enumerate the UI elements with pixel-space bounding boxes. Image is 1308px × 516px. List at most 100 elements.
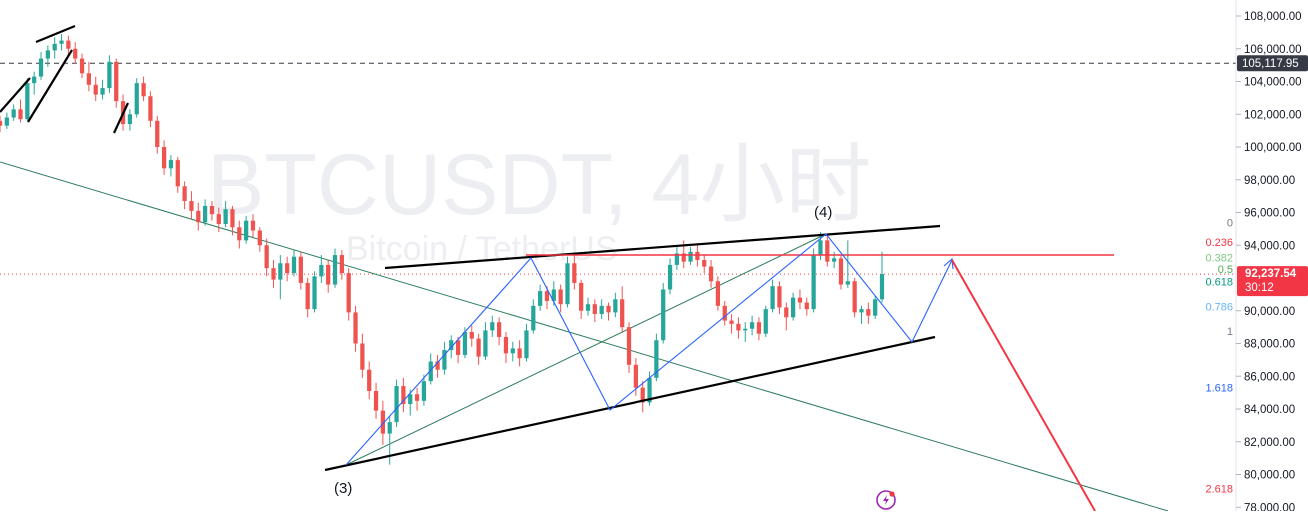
candle: [667, 258, 673, 295]
candle-body: [770, 286, 775, 310]
candle: [202, 199, 208, 226]
candle-body: [606, 305, 611, 313]
flash-icon[interactable]: [876, 490, 896, 510]
candle-body: [45, 50, 50, 59]
zigzag-pattern[interactable]: [345, 233, 953, 466]
candle-body: [449, 340, 454, 351]
wave-connector-line[interactable]: [345, 233, 827, 466]
candle: [66, 35, 71, 56]
candle-body: [216, 214, 221, 224]
candle: [476, 333, 481, 365]
early-wave-line-3[interactable]: [113, 102, 129, 134]
candle-body: [278, 263, 283, 280]
candle-body: [435, 361, 440, 370]
zigzag-arrow-head: [943, 257, 954, 270]
candle: [538, 284, 543, 311]
candle: [127, 109, 133, 131]
candle: [346, 268, 351, 321]
candle-body: [729, 320, 734, 324]
candle-body: [702, 259, 707, 267]
candle: [155, 115, 160, 154]
candle: [360, 333, 365, 378]
price-tick-label: 90,000.00: [1244, 306, 1295, 318]
price-tick-label: 82,000.00: [1244, 437, 1295, 449]
early-wave-line-2[interactable]: [27, 49, 73, 123]
current-price-badge: 92,237.54 30:12: [1237, 266, 1308, 297]
early-wave-line-1[interactable]: [0, 77, 31, 113]
candle: [620, 286, 625, 333]
price-axis[interactable]: 108,000.00 106,000.00 104,000.00 102,000.00…: [1235, 0, 1302, 514]
candle: [244, 215, 249, 244]
candle-body: [873, 299, 878, 316]
price-tick-label: 88,000.00: [1244, 339, 1295, 351]
candle-body: [483, 330, 488, 357]
candle-body: [100, 88, 105, 95]
price-tick-label: 108,000.00: [1244, 11, 1302, 23]
candle: [729, 314, 734, 334]
candle: [626, 322, 632, 373]
candle-body: [531, 305, 536, 331]
candle-body: [756, 322, 762, 334]
candle: [510, 341, 515, 362]
trend-line[interactable]: [0, 161, 1169, 512]
candle: [414, 387, 420, 411]
channel-upper-line[interactable]: [384, 224, 941, 270]
candle-body: [202, 205, 208, 223]
dashed-level-badge: 105,117.95: [1237, 55, 1308, 72]
wave-label-4: (4): [814, 204, 832, 221]
candle-body: [674, 253, 680, 265]
candle-body: [476, 338, 481, 357]
candle-body: [818, 240, 823, 256]
candle-body: [250, 220, 256, 231]
candle: [606, 302, 611, 321]
candle: [11, 104, 16, 121]
candle: [18, 99, 23, 123]
candle-body: [654, 340, 659, 378]
candle-body: [387, 422, 392, 434]
candle-body: [189, 201, 194, 211]
candle-body: [469, 332, 474, 339]
candle-body: [524, 330, 529, 359]
projection-line[interactable]: [951, 259, 1096, 512]
candle-body: [25, 83, 30, 120]
candle-body: [428, 361, 433, 382]
candle-body: [271, 268, 276, 280]
candle: [285, 256, 290, 282]
candle: [838, 255, 844, 290]
candle: [770, 279, 775, 313]
channel-lower-line[interactable]: [324, 335, 936, 472]
candle-body: [661, 289, 666, 341]
fib-level-label: 0.618: [1205, 276, 1233, 288]
candle: [483, 322, 488, 360]
candle: [517, 340, 522, 367]
price-tick-label: 78,000.00: [1244, 502, 1295, 511]
candle: [784, 302, 789, 331]
candle: [490, 315, 495, 337]
candle: [579, 279, 584, 319]
early-channel-upper-line[interactable]: [35, 24, 76, 44]
candle-body: [442, 350, 447, 370]
candle: [866, 302, 871, 324]
candle-body: [285, 263, 290, 274]
candle-body: [408, 394, 413, 405]
candle: [599, 299, 604, 319]
candle: [250, 214, 256, 238]
candle: [367, 361, 372, 400]
candle-body: [681, 253, 686, 262]
candle: [93, 76, 98, 102]
candle: [278, 255, 283, 300]
candle: [312, 271, 317, 313]
candle-body: [688, 251, 693, 262]
fib-level-label: 0: [1227, 217, 1233, 229]
candle-body: [237, 227, 242, 241]
candle-body: [640, 387, 645, 403]
candle: [264, 238, 269, 277]
candle-body: [414, 394, 420, 401]
candle-body: [86, 73, 92, 85]
candle: [237, 220, 242, 249]
candle: [421, 374, 427, 406]
candle-body: [394, 386, 399, 423]
